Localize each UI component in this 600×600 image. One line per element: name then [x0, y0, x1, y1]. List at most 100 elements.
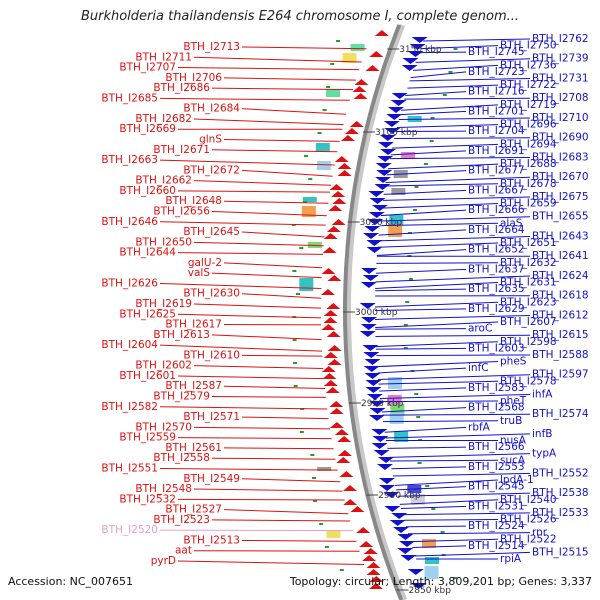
feature-tick: [303, 155, 308, 157]
left-label-leader: [193, 426, 331, 430]
right-gene-label: BTH_I2675: [532, 191, 589, 203]
right-gene-label: nusA: [500, 435, 527, 447]
map-title: Burkholderia thailandensis E264 chromoso…: [80, 9, 520, 24]
forward-gene-arrow: [322, 247, 337, 253]
left-gene-label: BTH_I2660: [119, 185, 176, 197]
forward-gene-arrow: [352, 86, 367, 92]
right-label-leader: [377, 367, 467, 374]
reverse-gene-arrow: [367, 219, 384, 225]
feature-tick: [414, 393, 419, 395]
feature-tick: [442, 94, 447, 96]
forward-gene-arrow: [327, 275, 342, 281]
left-gene-label: BTH_I2644: [119, 247, 176, 259]
right-label-leader: [380, 216, 531, 222]
reverse-gene-arrow: [397, 534, 414, 540]
feature-tick: [324, 546, 329, 548]
accession-label: Accession: NC_007651: [8, 575, 134, 588]
reverse-gene-arrow: [373, 450, 390, 456]
right-gene-label: BTH_I2607: [500, 316, 557, 328]
right-label-leader: [375, 321, 499, 329]
right-gene-label: BTH_I2667: [468, 184, 525, 196]
reverse-gene-arrow: [365, 387, 382, 393]
right-gene-label: rbfA: [468, 421, 491, 433]
right-label-leader: [378, 235, 531, 242]
left-label-leader: [241, 231, 325, 238]
reverse-gene-arrow: [400, 555, 417, 561]
right-gene-label: BTH_I2652: [468, 244, 525, 256]
right-gene-label: BTH_I2731: [532, 72, 589, 84]
right-label-leader: [381, 407, 467, 413]
kbp-tick-label: 2950 kbp: [361, 399, 404, 409]
right-gene-label: infC: [468, 362, 489, 374]
forward-gene-arrow: [337, 170, 352, 176]
right-gene-label: BTH_I2736: [500, 59, 557, 71]
right-gene-label: BTH_I2637: [468, 263, 525, 275]
left-gene-label: BTH_I2610: [183, 349, 240, 361]
feature-tick: [452, 577, 457, 579]
left-label-leader: [193, 56, 362, 63]
feature-tick: [308, 178, 313, 180]
left-label-leader: [177, 67, 360, 71]
right-gene-label: BTH_I2688: [500, 158, 557, 170]
forward-gene-arrow: [334, 429, 349, 435]
reverse-gene-arrow: [362, 233, 379, 239]
right-label-leader: [375, 334, 531, 337]
reverse-gene-arrow: [361, 317, 378, 323]
reverse-gene-arrow: [377, 156, 394, 162]
reverse-gene-arrow: [371, 443, 388, 449]
reverse-gene-arrow: [402, 58, 419, 64]
right-gene-label: BTH_I2568: [468, 402, 525, 414]
right-label-leader: [382, 196, 531, 201]
left-gene-label: BTH_I2523: [153, 514, 210, 526]
kbp-tick-label: 3150 kbp: [399, 45, 442, 55]
right-gene-label: BTH_I2708: [532, 92, 589, 104]
forward-gene-arrow: [369, 51, 384, 57]
forward-gene-arrow: [339, 471, 354, 477]
left-label-leader: [223, 509, 349, 515]
left-label-leader: [223, 262, 323, 269]
right-label-leader: [374, 308, 467, 312]
right-gene-label: BTH_I2701: [468, 105, 525, 117]
right-gene-label: BTH_I2719: [500, 99, 557, 111]
left-gene-label: aat: [175, 545, 192, 557]
left-label-leader: [159, 467, 338, 471]
reverse-gene-arrow: [376, 464, 393, 470]
right-label-leader: [383, 420, 499, 423]
left-label-leader: [223, 77, 356, 81]
feature-tick: [326, 86, 331, 88]
right-label-leader: [400, 505, 467, 509]
right-label-leader: [396, 124, 499, 128]
reverse-gene-arrow: [379, 485, 396, 491]
reverse-gene-arrow: [407, 569, 424, 575]
right-label-leader: [389, 453, 531, 458]
left-gene-label: BTH_I2582: [101, 401, 158, 413]
right-gene-label: BTH_I2750: [500, 40, 557, 52]
left-label-leader: [211, 149, 338, 153]
left-gene-label: BTH_I2548: [135, 483, 192, 495]
feature-tick: [453, 48, 458, 50]
left-label-leader: [177, 190, 331, 193]
forward-gene-arrow: [321, 268, 336, 274]
cog-block: [387, 395, 402, 406]
left-gene-label: BTH_I2685: [101, 92, 158, 104]
cog-block: [326, 89, 341, 97]
reverse-gene-arrow: [375, 177, 392, 183]
left-label-leader: [177, 375, 325, 380]
right-gene-label: BTH_I2629: [468, 303, 525, 315]
reverse-gene-arrow: [359, 331, 376, 337]
right-label-leader: [383, 189, 467, 195]
forward-gene-arrow: [353, 93, 368, 99]
right-label-leader: [390, 150, 467, 156]
right-gene-label: BTH_I2710: [532, 112, 589, 124]
cog-block: [421, 539, 436, 548]
right-gene-label: BTH_I2704: [468, 125, 525, 137]
right-label-leader: [415, 58, 531, 63]
forward-gene-arrow: [331, 219, 346, 225]
feature-tick: [293, 362, 298, 364]
left-label-leader: [241, 478, 341, 483]
feature-tick: [425, 485, 430, 487]
left-label-leader: [193, 118, 344, 126]
right-gene-label: BTH_I2683: [532, 151, 589, 163]
right-gene-label: BTH_I2659: [500, 198, 557, 210]
right-label-leader: [399, 499, 499, 505]
